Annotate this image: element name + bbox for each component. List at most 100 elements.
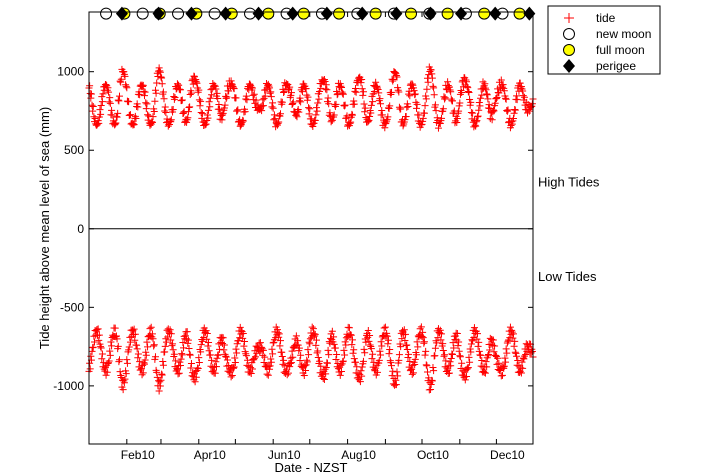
tide-point xyxy=(122,81,130,89)
tide-point xyxy=(419,117,427,125)
tide-point xyxy=(348,336,356,344)
tide-point xyxy=(166,117,174,125)
tide-point xyxy=(514,356,522,364)
tide-point xyxy=(325,351,333,359)
tide-point xyxy=(293,113,301,121)
tide-point xyxy=(340,346,348,354)
legend-perigee-label: perigee xyxy=(596,59,636,73)
tide-point xyxy=(148,118,156,126)
tide-point xyxy=(286,363,294,371)
tide-point xyxy=(484,350,492,358)
tide-point xyxy=(510,109,518,117)
tide-point xyxy=(287,359,295,367)
tide-point xyxy=(259,102,267,110)
tide-point xyxy=(497,76,505,84)
tide-point xyxy=(275,118,283,126)
tide-point xyxy=(470,333,478,341)
low-tides-annotation: Low Tides xyxy=(538,269,597,284)
tide-point xyxy=(95,336,103,344)
tide-point xyxy=(241,337,249,345)
tide-point xyxy=(323,86,331,94)
tide-point xyxy=(447,95,455,103)
tide-point xyxy=(517,364,525,372)
tide-point xyxy=(423,362,431,370)
tide-point xyxy=(289,98,297,106)
tide-point xyxy=(294,107,302,115)
tide-point xyxy=(513,92,521,100)
tide-point xyxy=(375,89,383,97)
tide-point xyxy=(375,356,383,364)
tide-point xyxy=(464,364,472,372)
tide-point xyxy=(383,117,391,125)
tide-point xyxy=(141,356,149,364)
tide-point xyxy=(347,331,355,339)
tide-point xyxy=(232,94,240,102)
tide-point xyxy=(99,90,107,98)
tide-point xyxy=(423,368,431,376)
tide-point xyxy=(302,361,310,369)
tide-point xyxy=(216,345,224,353)
tide-point xyxy=(210,81,218,89)
tide-point xyxy=(98,355,106,363)
tide-point xyxy=(176,361,184,369)
tide-point xyxy=(155,64,163,72)
tide-point xyxy=(318,369,326,377)
tide-point xyxy=(197,109,205,117)
tide-point xyxy=(501,354,509,362)
tide-point xyxy=(283,80,291,88)
full-moon-marker xyxy=(369,7,382,20)
tide-point xyxy=(331,344,339,352)
tide-point xyxy=(90,332,98,340)
tide-point xyxy=(180,344,188,352)
tide-point xyxy=(481,80,489,88)
tide-point xyxy=(401,337,409,345)
tide-point xyxy=(102,81,110,89)
tide-point xyxy=(190,72,198,80)
tide-point xyxy=(217,339,225,347)
tide-point xyxy=(173,80,181,88)
tide-point xyxy=(388,88,396,96)
tide-point xyxy=(194,364,202,372)
tide-point xyxy=(119,386,127,394)
tide-point xyxy=(175,369,183,377)
tide-point xyxy=(264,80,272,88)
tide-point xyxy=(247,370,255,378)
tide-point xyxy=(158,370,166,378)
tide-point xyxy=(117,78,125,86)
tide-point xyxy=(482,358,490,366)
tide-point xyxy=(90,338,98,346)
tide-point xyxy=(478,357,486,365)
tide-point xyxy=(321,365,329,373)
tide-point xyxy=(480,368,488,376)
tide-point xyxy=(269,339,277,347)
tide-point xyxy=(462,76,470,84)
tide-point xyxy=(292,332,300,340)
tide-point xyxy=(367,101,375,109)
tide-point xyxy=(304,346,312,354)
tide-point xyxy=(195,359,203,367)
legend: tide new moon full moon perigee xyxy=(547,5,661,75)
tide-point xyxy=(105,359,113,367)
tide-point xyxy=(448,350,456,358)
tide-point xyxy=(108,111,116,119)
tide-point xyxy=(509,334,517,342)
tide-point xyxy=(106,94,114,102)
tide-point xyxy=(309,123,317,131)
tide-point xyxy=(162,335,170,343)
tide-point xyxy=(493,360,501,368)
tide-point xyxy=(419,328,427,336)
tide-point xyxy=(330,333,338,341)
tide-point xyxy=(495,89,503,97)
tide-point xyxy=(421,102,429,110)
tide-point xyxy=(158,74,166,82)
tide-point xyxy=(239,116,247,124)
tide-point xyxy=(123,359,131,367)
tide-point xyxy=(346,119,354,127)
tide-point xyxy=(196,102,204,110)
tide-point xyxy=(330,111,338,119)
tide-point xyxy=(236,323,244,331)
legend-perigee-marker xyxy=(563,59,575,73)
tide-point xyxy=(131,330,139,338)
tide-point xyxy=(403,341,411,349)
tide-point xyxy=(509,115,517,123)
